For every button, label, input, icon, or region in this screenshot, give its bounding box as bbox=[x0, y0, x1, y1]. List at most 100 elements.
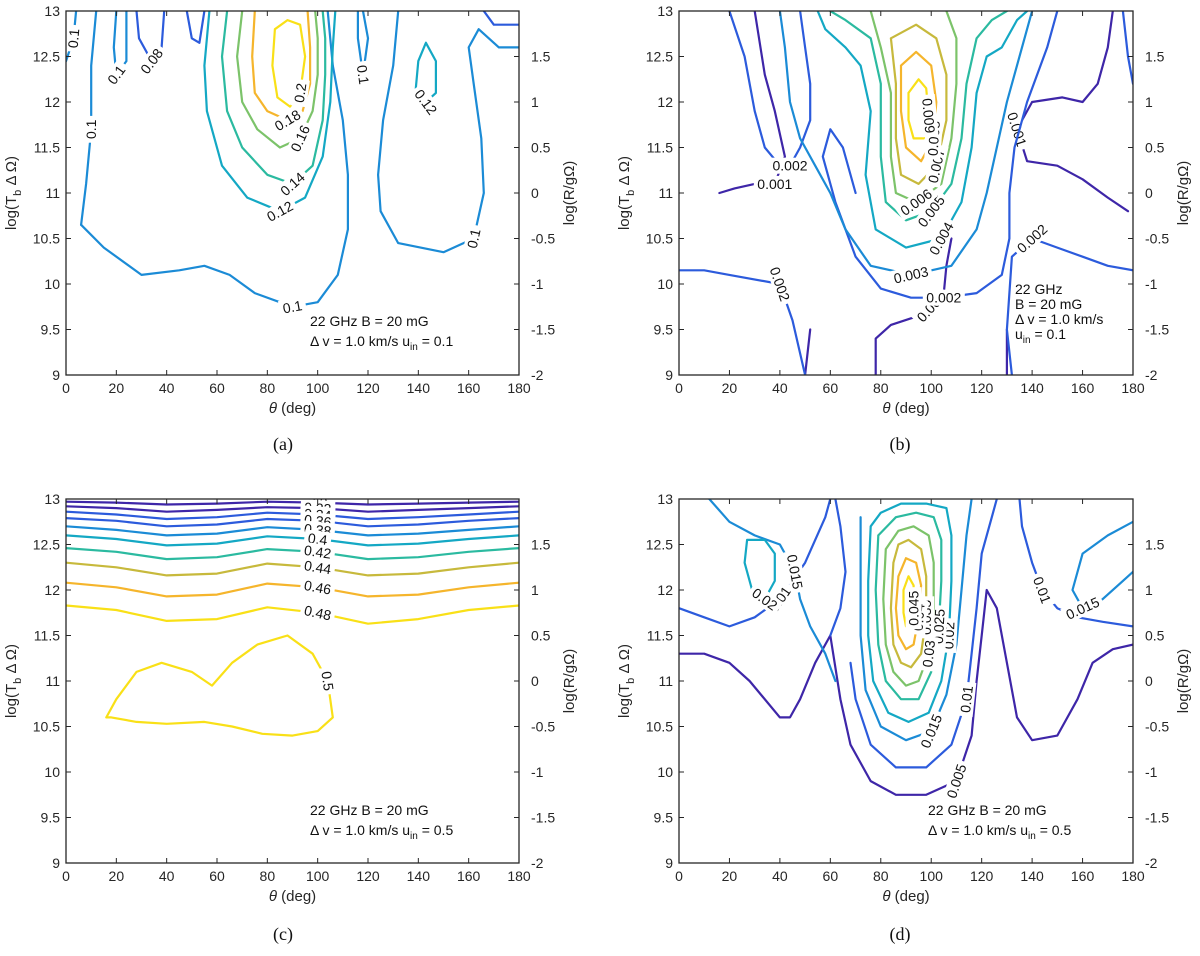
contour-label: 0.001 bbox=[1004, 110, 1030, 148]
y-axis-label-main: log(T bbox=[3, 684, 20, 718]
annotation-sub: in bbox=[1023, 335, 1031, 346]
contour-label-group: 0.48 bbox=[299, 601, 337, 625]
y-tick-label: 11.5 bbox=[647, 140, 673, 156]
y-axis-label-sub: b bbox=[625, 190, 637, 196]
contour-label-bg bbox=[1011, 218, 1054, 259]
contour-label-group: 0.015 bbox=[1060, 592, 1106, 625]
annotation-sub: in bbox=[410, 831, 418, 842]
x-axis-label: θ (deg) bbox=[269, 888, 316, 905]
x-tick-label: 120 bbox=[356, 868, 380, 884]
annotation-sub: in bbox=[410, 342, 418, 353]
right-tick-label: 0 bbox=[531, 185, 539, 201]
x-tick-label: 0 bbox=[62, 380, 70, 396]
y-tick-label: 9 bbox=[52, 855, 60, 871]
contour-label-group: 0.03 bbox=[918, 635, 939, 672]
contour-label: 0.045 bbox=[906, 590, 922, 625]
annotation-line-2: B = 20 mG bbox=[1015, 296, 1082, 312]
contour-label-bg bbox=[918, 635, 939, 672]
contour-label: 0.002 bbox=[772, 158, 807, 174]
y-tick-label: 11.5 bbox=[34, 628, 60, 644]
contour-label-bg bbox=[299, 556, 336, 578]
panel-caption: (b) bbox=[890, 434, 911, 455]
contour-label-bg bbox=[918, 94, 939, 138]
annotation-sub: in bbox=[1028, 831, 1036, 842]
annotation-line-1: 22 GHz bbox=[1015, 281, 1062, 297]
y-tick-label: 13 bbox=[44, 3, 60, 19]
contour-label-bg bbox=[888, 262, 934, 288]
right-tick-label: -2 bbox=[531, 367, 544, 383]
contour-label-group: 0.12 bbox=[260, 195, 299, 227]
contour-label: 0.2 bbox=[291, 82, 310, 104]
y-axis-label-sub: b bbox=[625, 678, 637, 684]
x-tick-label: 140 bbox=[407, 868, 431, 884]
x-axis-label: θ (deg) bbox=[269, 400, 316, 417]
contour-label-bg bbox=[912, 189, 951, 233]
y-tick-label: 11.5 bbox=[34, 140, 60, 156]
y-axis-label: log(Tb Δ Ω) bbox=[3, 156, 24, 230]
contour-line-0.38 bbox=[66, 525, 519, 537]
x-axis-label-theta: θ bbox=[269, 400, 277, 417]
x-tick-label: 100 bbox=[306, 868, 330, 884]
right-tick-label: 0.5 bbox=[531, 628, 551, 644]
x-tick-label: 20 bbox=[109, 868, 125, 884]
panel-caption: (d) bbox=[890, 924, 911, 945]
annotation-line-1: 22 GHz B = 20 mG bbox=[928, 802, 1047, 818]
annotation: 22 GHz B = 20 mG Δ v = 1.0 km/s uin = 0.5 bbox=[928, 802, 1071, 842]
contour-label-bg bbox=[915, 708, 947, 754]
x-tick-label: 140 bbox=[1020, 868, 1044, 884]
contour-label-bg bbox=[299, 541, 336, 563]
annotation-value: = 0.1 bbox=[1031, 326, 1067, 342]
annotation-line-2: Δ v = 1.0 km/s uin = 0.1 bbox=[310, 333, 453, 353]
contour-label-bg bbox=[769, 157, 811, 174]
contour-label-bg bbox=[274, 166, 311, 202]
y-axis-label-sub: b bbox=[12, 678, 24, 684]
contour-label: 0.002 bbox=[926, 290, 961, 306]
y-tick-label: 9 bbox=[665, 367, 673, 383]
contour-label-bg bbox=[317, 666, 338, 696]
y-tick-label: 9.5 bbox=[41, 322, 61, 338]
y-axis-label-tail: Δ Ω) bbox=[3, 644, 20, 678]
right-tick-label: -1 bbox=[531, 764, 544, 780]
annotation-text: Δ v = 1.0 km/s u bbox=[310, 822, 410, 838]
right-tick-label: 1.5 bbox=[531, 537, 551, 553]
contour-label: 0.005 bbox=[943, 762, 969, 800]
x-tick-label: 100 bbox=[920, 868, 944, 884]
contour-label-bg bbox=[905, 587, 922, 630]
right-tick-label: -0.5 bbox=[1145, 719, 1169, 735]
right-tick-label: 0.5 bbox=[531, 140, 551, 156]
contour-label-group: 0.002 bbox=[769, 157, 811, 174]
y-axis-label-tail: Δ Ω) bbox=[616, 644, 633, 678]
contour-line-0.4 bbox=[66, 534, 519, 547]
contour-label: 0.015 bbox=[784, 553, 806, 591]
contour-label-bg bbox=[353, 60, 373, 90]
x-tick-label: 180 bbox=[1121, 380, 1145, 396]
y-tick-label: 12.5 bbox=[646, 49, 673, 65]
annotation: 22 GHz B = 20 mG Δ v = 1.0 km/s uin = 0.1 bbox=[310, 313, 453, 353]
x-tick-label: 40 bbox=[772, 868, 788, 884]
right-tick-label: -1.5 bbox=[531, 810, 555, 826]
right-tick-label: -2 bbox=[1145, 367, 1158, 383]
y-tick-label: 12 bbox=[44, 582, 60, 598]
y-axis-label-tail: Δ Ω) bbox=[616, 156, 633, 190]
annotation-value: = 0.1 bbox=[418, 333, 454, 349]
right-axis-label: log(R/gΩ) bbox=[561, 649, 578, 714]
x-axis-label-rest: (deg) bbox=[890, 400, 929, 417]
right-tick-label: 0 bbox=[1145, 673, 1153, 689]
contour-label-group: 0.2 bbox=[290, 78, 310, 108]
contour-line-0.005 bbox=[679, 588, 1133, 796]
contour-label-group: 0.01 bbox=[1028, 571, 1056, 609]
y-tick-label: 13 bbox=[657, 3, 673, 19]
contour-label-bg bbox=[290, 78, 310, 108]
contour-label-bg bbox=[299, 601, 337, 625]
y-tick-label: 11 bbox=[658, 673, 673, 689]
contour-label-group: 0.002 bbox=[1011, 218, 1054, 259]
x-tick-label: 60 bbox=[823, 868, 839, 884]
x-tick-label: 60 bbox=[823, 380, 839, 396]
contour-label-group: 0.1 bbox=[101, 59, 131, 91]
contour-label-group: 0.001 bbox=[753, 175, 796, 192]
y-axis-label-main: log(T bbox=[616, 684, 633, 718]
contour-line-0.1 bbox=[185, 11, 206, 44]
contour-line-0.3 bbox=[66, 500, 519, 506]
x-tick-label: 160 bbox=[457, 380, 481, 396]
